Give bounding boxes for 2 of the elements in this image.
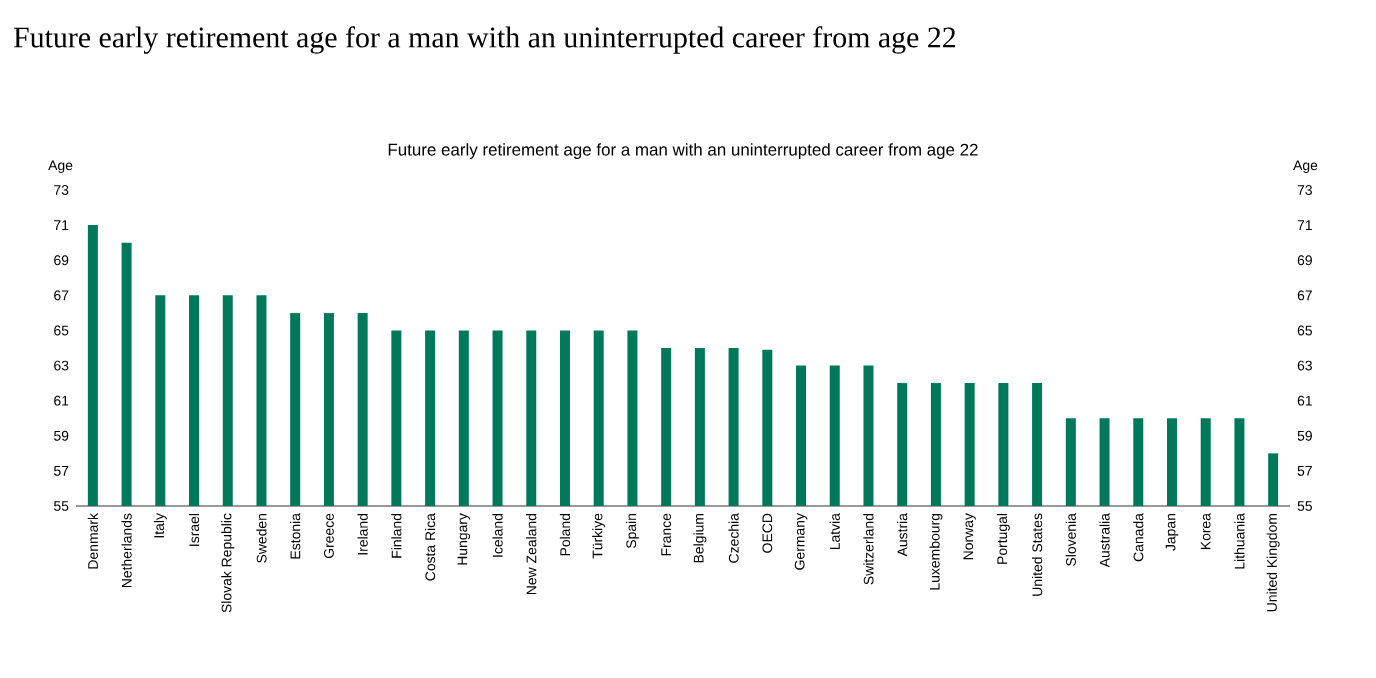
chart-title: Future early retirement age for a man with an uninterrupted career from age 22 bbox=[13, 26, 956, 54]
chart-subtitle: Future early retirement age for a man with an uninterrupted career from age 22 bbox=[388, 143, 978, 159]
